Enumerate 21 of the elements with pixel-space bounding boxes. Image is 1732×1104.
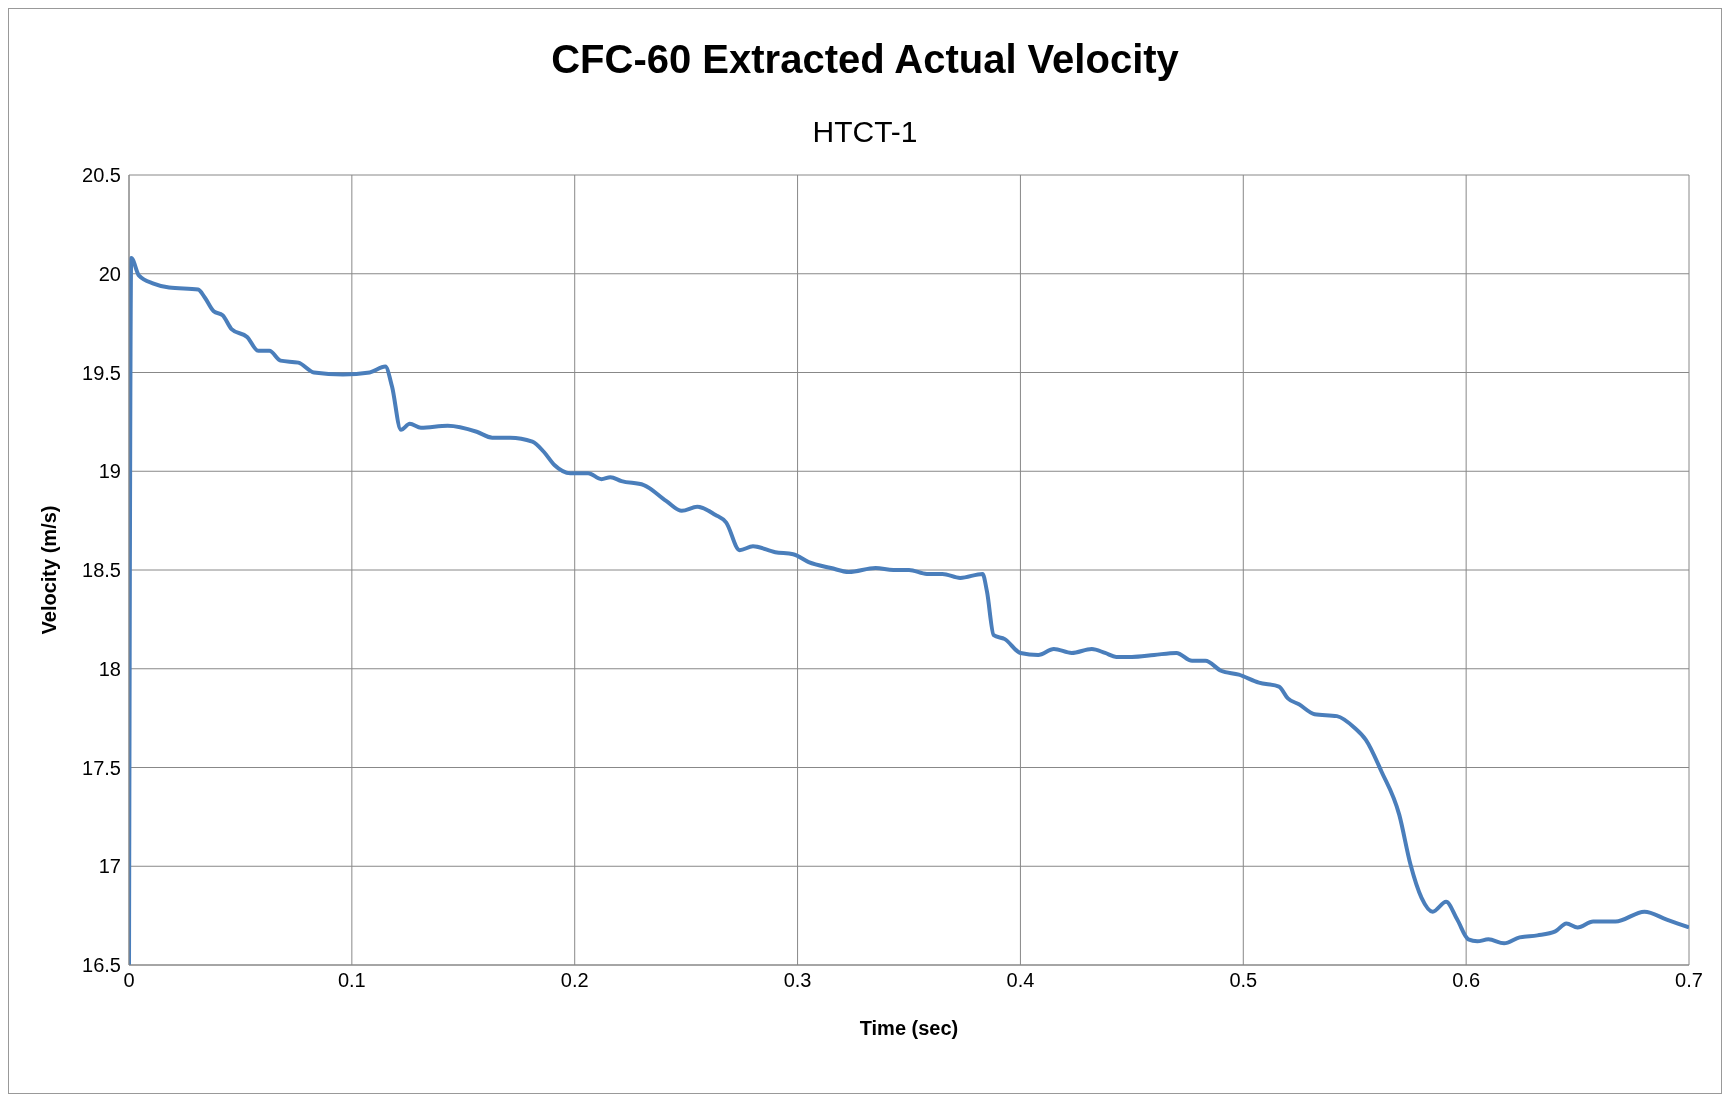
y-tick-label: 16.5 (82, 954, 121, 977)
x-tick-label: 0.2 (560, 969, 589, 992)
y-axis-title: Velocity (m/s) (38, 505, 61, 635)
chart-subtitle: HTCT-1 (811, 114, 919, 150)
x-tick-label: 0 (123, 969, 135, 992)
x-tick-label: 0.3 (783, 969, 812, 992)
x-tick-label: 0.5 (1229, 969, 1258, 992)
y-tick-label: 17.5 (82, 756, 121, 779)
x-tick-label: 0.7 (1675, 969, 1703, 992)
y-tick-label: 20 (98, 262, 121, 285)
y-tick-label: 18.5 (82, 559, 121, 582)
y-tick-label: 19.5 (82, 361, 121, 384)
x-tick-label: 0.4 (1006, 969, 1035, 992)
x-tick-label: 0.6 (1452, 969, 1481, 992)
y-tick-label: 18 (98, 657, 121, 680)
x-tick-label: 0.1 (337, 969, 366, 992)
y-tick-label: 19 (98, 460, 121, 483)
x-axis-title: Time (sec) (859, 1017, 959, 1039)
chart-title: CFC-60 Extracted Actual Velocity (550, 36, 1180, 83)
y-tick-label: 20.5 (82, 164, 121, 187)
y-tick-label: 17 (98, 855, 121, 878)
